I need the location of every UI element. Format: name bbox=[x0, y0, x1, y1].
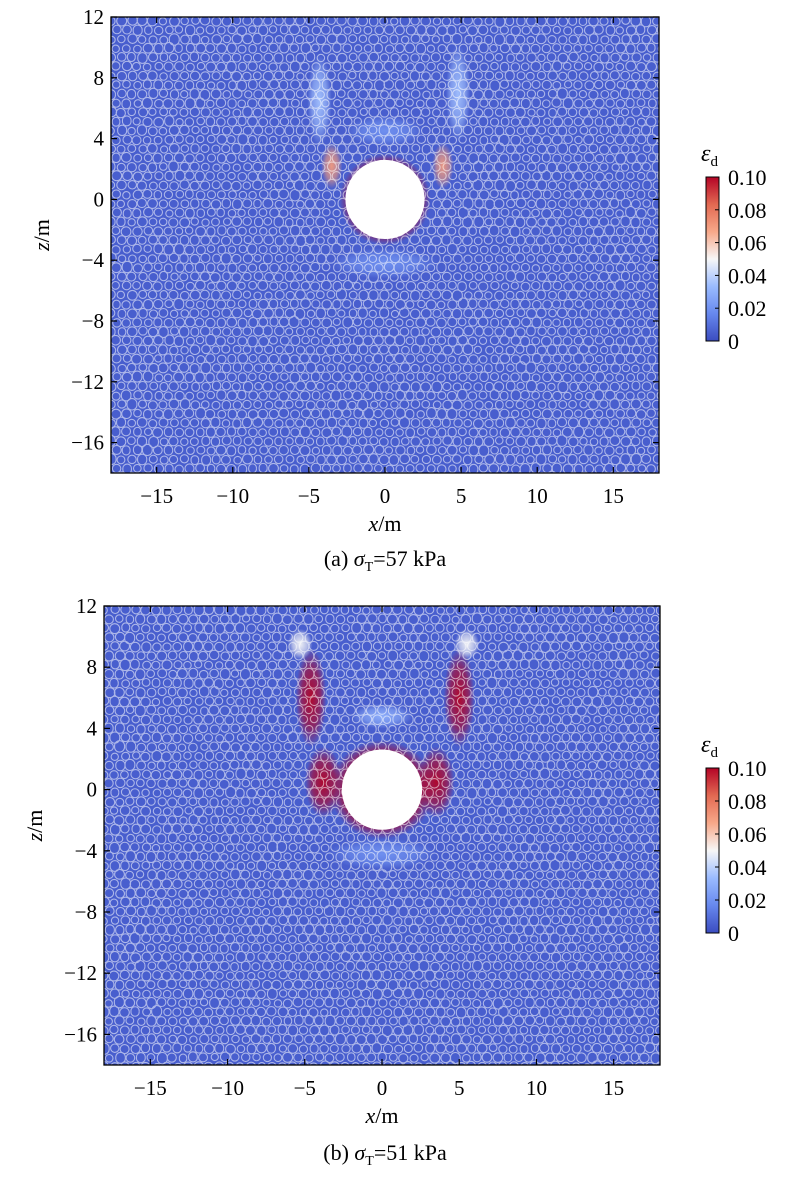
y-tick-label: −4 bbox=[82, 248, 105, 272]
tunnel-cavity bbox=[345, 159, 425, 239]
colorbar-tick-label: 0.04 bbox=[728, 263, 767, 288]
y-tick-label: 8 bbox=[87, 655, 98, 679]
y-tick-label: 0 bbox=[87, 778, 98, 802]
caption-subscript: T bbox=[365, 560, 374, 575]
y-tick-label: −12 bbox=[71, 370, 104, 394]
colorbar-title-symbol: ε bbox=[701, 732, 711, 758]
x-tick-label: −5 bbox=[294, 1076, 316, 1100]
y-tick-label: −16 bbox=[64, 1022, 97, 1046]
colorbar-title: εd bbox=[701, 141, 718, 170]
x-tick-label: 0 bbox=[380, 484, 391, 508]
colorbar-tick-label: 0.02 bbox=[728, 888, 767, 913]
y-tick-label: 8 bbox=[94, 66, 105, 90]
colorbar-tick-label: 0.08 bbox=[728, 789, 767, 814]
x-axis-unit: /m bbox=[378, 511, 401, 536]
panel-caption: (b) σT=51 kPa bbox=[323, 1140, 447, 1169]
panel-caption: (a) σT=57 kPa bbox=[324, 546, 446, 575]
x-tick-label: 10 bbox=[526, 1076, 547, 1100]
x-tick-label: −10 bbox=[216, 484, 249, 508]
x-tick-label: −15 bbox=[134, 1076, 167, 1100]
y-tick-label: 12 bbox=[76, 594, 97, 618]
colorbar-tick-label: 0.10 bbox=[728, 165, 767, 190]
y-axis-unit: /m bbox=[22, 810, 47, 833]
colorbar bbox=[705, 176, 720, 342]
x-axis-label: x/m bbox=[365, 1103, 399, 1128]
x-tick-label: −5 bbox=[298, 484, 320, 508]
caption-label: (b) bbox=[323, 1140, 349, 1165]
caption-subscript: T bbox=[365, 1154, 374, 1169]
colorbar-tick-label: 0.04 bbox=[728, 855, 767, 880]
caption-value: =57 kPa bbox=[373, 546, 446, 571]
y-tick-label: 0 bbox=[94, 187, 105, 211]
colorbar-tick-label: 0.06 bbox=[728, 822, 767, 847]
x-axis-unit: /m bbox=[375, 1103, 398, 1128]
caption-label: (a) bbox=[324, 546, 348, 571]
x-tick-label: −10 bbox=[211, 1076, 244, 1100]
x-tick-label: 0 bbox=[377, 1076, 388, 1100]
y-tick-label: −8 bbox=[75, 900, 97, 924]
y-tick-label: −4 bbox=[75, 839, 98, 863]
colorbar-title-subscript: d bbox=[710, 745, 718, 761]
x-axis-symbol: x bbox=[365, 1103, 376, 1128]
strain-zone bbox=[417, 746, 455, 818]
y-axis-label: z/m bbox=[29, 219, 54, 252]
y-axis-symbol: z bbox=[22, 832, 47, 842]
colorbar-tick-label: 0.06 bbox=[728, 231, 767, 256]
particle-texture bbox=[111, 17, 659, 473]
x-axis-symbol: x bbox=[368, 511, 379, 536]
strain-zone bbox=[327, 838, 437, 870]
strain-field bbox=[111, 17, 659, 473]
y-tick-label: 4 bbox=[94, 127, 105, 151]
y-axis-symbol: z bbox=[29, 242, 54, 252]
x-axis-label: x/m bbox=[368, 511, 402, 536]
y-axis-unit: /m bbox=[29, 219, 54, 242]
strain-zone bbox=[346, 115, 424, 147]
y-tick-label: 4 bbox=[87, 716, 98, 740]
colorbar-tick-label: 0.10 bbox=[728, 756, 767, 781]
caption-value: =51 kPa bbox=[374, 1140, 447, 1165]
strain-field bbox=[104, 606, 660, 1065]
colorbar-title-symbol: ε bbox=[701, 141, 711, 167]
tunnel-cavity bbox=[341, 749, 423, 830]
panel-a: −15 −10 −5 0 5 10 1512840−4−8−12−16x/mz/m0.100… bbox=[29, 5, 767, 575]
panel-b: −15 −10 −5 0 5 10 1512840−4−8−12−16x/mz/m0.100… bbox=[22, 594, 767, 1169]
colorbar bbox=[705, 767, 720, 934]
x-tick-label: 5 bbox=[454, 1076, 465, 1100]
x-tick-label: 5 bbox=[456, 484, 467, 508]
y-tick-label: −12 bbox=[64, 961, 97, 985]
colorbar-title-subscript: d bbox=[710, 154, 718, 170]
colorbar-tick-label: 0 bbox=[728, 329, 739, 354]
y-axis-label: z/m bbox=[22, 810, 47, 843]
colorbar-tick-label: 0.08 bbox=[728, 198, 767, 223]
x-tick-label: −15 bbox=[140, 484, 173, 508]
strain-zone bbox=[321, 143, 343, 189]
caption-symbol: σ bbox=[354, 546, 366, 571]
y-tick-label: −8 bbox=[82, 309, 104, 333]
particle-texture bbox=[104, 606, 660, 1065]
x-tick-label: 15 bbox=[603, 484, 624, 508]
x-tick-label: 10 bbox=[527, 484, 548, 508]
colorbar-tick-label: 0 bbox=[728, 921, 739, 946]
x-tick-label: 15 bbox=[603, 1076, 624, 1100]
colorbar-tick-label: 0.02 bbox=[728, 296, 767, 321]
caption-symbol: σ bbox=[354, 1140, 366, 1165]
y-tick-label: −16 bbox=[71, 431, 104, 455]
y-tick-label: 12 bbox=[83, 5, 104, 29]
colorbar-title: εd bbox=[701, 732, 718, 761]
